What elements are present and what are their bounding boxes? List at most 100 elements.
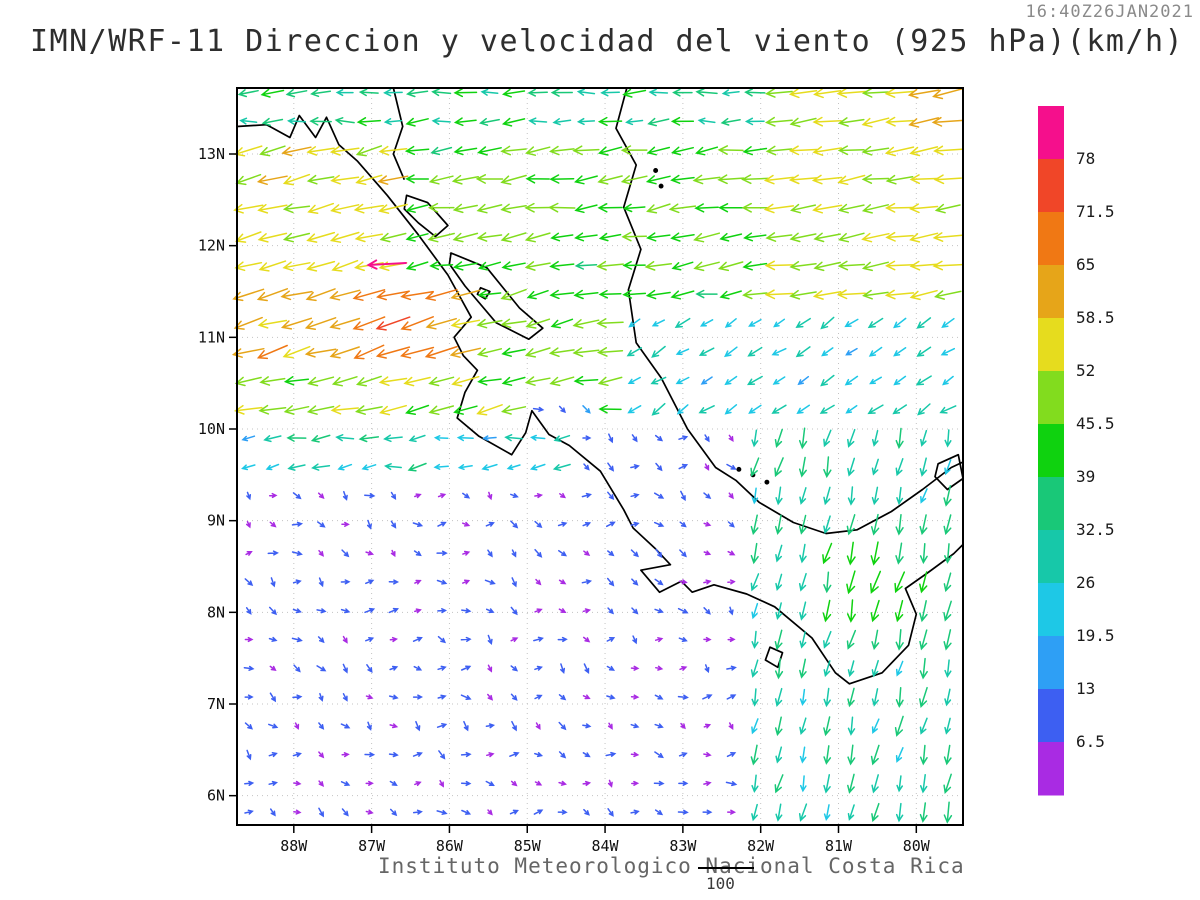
wind-vector — [340, 723, 351, 729]
wind-vector — [651, 402, 666, 416]
wind-vector — [436, 809, 448, 815]
wind-vector — [451, 174, 479, 185]
wind-vector — [884, 146, 915, 157]
wind-vector — [717, 261, 744, 272]
wind-vector — [244, 809, 254, 815]
wind-vector — [482, 435, 497, 442]
wind-vector — [694, 203, 719, 213]
wind-vector — [943, 773, 952, 795]
wind-vector — [353, 203, 384, 214]
wind-vector — [695, 289, 718, 299]
wind-vector — [654, 694, 664, 700]
wind-vector — [572, 319, 600, 329]
wind-vector — [607, 607, 615, 615]
wind-vector — [292, 492, 302, 500]
wind-vector — [650, 376, 667, 385]
wind-vector — [378, 376, 408, 387]
wind-vector — [747, 346, 763, 357]
wind-vector — [403, 376, 431, 387]
wind-vector — [942, 375, 954, 386]
wind-vector — [453, 146, 478, 156]
wind-vector — [919, 629, 928, 651]
wind-vector — [335, 89, 354, 97]
wind-vector — [750, 542, 759, 565]
wind-vector — [413, 550, 422, 557]
wind-vector — [771, 347, 787, 356]
wind-vector — [341, 549, 350, 558]
wind-vector — [671, 261, 694, 271]
wind-vector — [596, 318, 624, 328]
wind-vector — [813, 88, 842, 99]
wind-vector — [728, 434, 734, 442]
wind-vector — [405, 404, 430, 415]
wind-vector — [631, 607, 639, 615]
wind-vector — [799, 658, 807, 679]
wind-vector — [944, 543, 952, 564]
wind-vector — [630, 694, 640, 700]
wind-vector — [798, 514, 807, 535]
wind-vector — [352, 289, 386, 301]
wind-vector — [885, 116, 914, 127]
wind-vector — [558, 780, 567, 786]
wind-vector — [699, 319, 714, 327]
wind-vector — [306, 231, 336, 243]
wind-vector — [630, 723, 640, 729]
wind-vector — [583, 550, 591, 556]
colorbar-block — [1038, 265, 1064, 319]
wind-vector — [293, 664, 301, 673]
wind-vector — [452, 261, 478, 271]
wind-vector — [510, 780, 518, 787]
wind-vector — [525, 174, 550, 184]
wind-vector — [799, 543, 807, 564]
wind-vector — [256, 288, 289, 302]
wind-vector — [631, 578, 639, 586]
lake-outline — [403, 194, 449, 238]
wind-vector — [548, 145, 575, 156]
wind-vector — [437, 608, 448, 614]
wind-vector — [847, 687, 855, 708]
wind-vector — [765, 232, 793, 242]
wind-vector — [582, 405, 591, 414]
wind-vector — [871, 429, 879, 447]
wind-vector — [550, 88, 573, 97]
wind-vector — [703, 579, 712, 585]
wind-vector — [884, 88, 915, 98]
colorbar-block — [1038, 424, 1064, 478]
wind-vector — [743, 232, 767, 242]
wind-vector — [431, 88, 452, 97]
wind-vector — [549, 376, 575, 387]
wind-vector — [751, 803, 758, 822]
wind-vector — [622, 88, 647, 98]
wind-vector — [919, 774, 928, 794]
wind-vector — [621, 231, 648, 242]
wind-vector — [282, 203, 311, 214]
wind-vector — [436, 579, 448, 585]
wind-vector — [919, 717, 928, 735]
wind-vector — [871, 486, 879, 506]
wind-vector — [510, 520, 519, 529]
wind-vector — [389, 723, 399, 729]
wind-vector — [558, 405, 567, 414]
wind-vector — [405, 204, 429, 213]
wind-vector — [703, 521, 712, 527]
wind-vector — [552, 463, 571, 472]
wind-vector — [233, 203, 264, 214]
wind-vector — [549, 260, 575, 271]
lon-tick-label: 82W — [747, 837, 775, 855]
wind-vector — [318, 780, 325, 787]
wind-vector — [460, 694, 472, 700]
wind-vector — [405, 174, 430, 184]
wind-vector — [847, 744, 856, 766]
wind-vector — [645, 289, 671, 300]
lat-tick-label: 13N — [198, 145, 225, 163]
wind-vector — [654, 637, 664, 643]
wind-vector — [461, 809, 472, 815]
wind-vector — [234, 376, 262, 387]
wind-vector — [726, 694, 737, 700]
colorbar-block — [1038, 371, 1064, 425]
wind-vector — [306, 146, 335, 156]
islet-dot — [653, 168, 659, 173]
wind-vector — [724, 404, 738, 415]
wind-vector — [774, 657, 784, 680]
wind-vector — [820, 316, 835, 330]
